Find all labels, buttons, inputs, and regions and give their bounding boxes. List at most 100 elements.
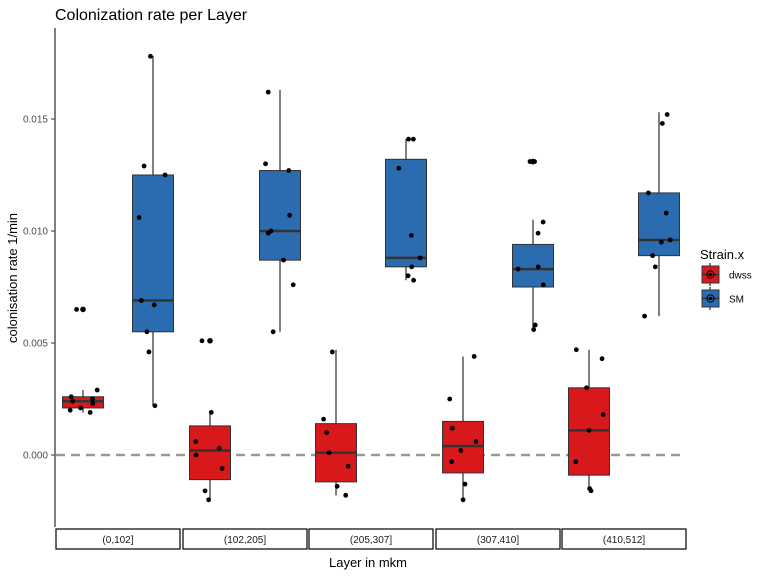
data-point bbox=[216, 445, 222, 451]
data-point bbox=[462, 481, 468, 487]
data-point bbox=[74, 307, 79, 312]
data-point bbox=[136, 215, 142, 220]
data-point bbox=[573, 459, 579, 465]
data-point bbox=[202, 488, 208, 494]
data-point bbox=[646, 190, 651, 196]
box-body bbox=[132, 174, 174, 333]
data-point bbox=[151, 302, 157, 308]
facet-label: (307,410] bbox=[477, 535, 519, 546]
box-body bbox=[638, 192, 680, 257]
data-point bbox=[531, 327, 537, 332]
data-point bbox=[281, 257, 286, 263]
data-point bbox=[90, 396, 95, 402]
data-point bbox=[219, 466, 225, 471]
data-point bbox=[540, 282, 546, 288]
data-point bbox=[458, 448, 464, 453]
data-point bbox=[405, 273, 411, 279]
facet-strip bbox=[182, 528, 308, 550]
legend-title: Strain.x bbox=[700, 247, 745, 262]
outlier-point bbox=[80, 306, 86, 313]
box-SM-0 bbox=[132, 53, 174, 409]
data-point bbox=[599, 356, 605, 362]
box-SM-3 bbox=[512, 158, 554, 332]
data-point bbox=[406, 136, 411, 142]
box-dwss-3 bbox=[442, 354, 484, 503]
data-point bbox=[515, 266, 521, 272]
outlier-point bbox=[207, 337, 213, 344]
data-point bbox=[447, 396, 453, 402]
data-point bbox=[652, 264, 658, 270]
data-point bbox=[193, 452, 199, 458]
data-point bbox=[70, 398, 76, 404]
data-point bbox=[90, 401, 96, 406]
data-point bbox=[409, 233, 414, 238]
data-point bbox=[650, 253, 655, 259]
data-point bbox=[460, 497, 466, 503]
box-body bbox=[512, 243, 554, 288]
box-SM-2 bbox=[385, 136, 427, 283]
legend: Strain.x dwss SM bbox=[700, 247, 752, 310]
data-point bbox=[532, 159, 538, 164]
facet-label: (0,102] bbox=[102, 535, 133, 546]
legend-label: dwss bbox=[729, 271, 752, 282]
data-point bbox=[588, 488, 594, 494]
y-tick-label: 0.010 bbox=[23, 227, 48, 238]
y-axis-ticks: 0.000 0.005 0.010 0.015 bbox=[23, 115, 55, 462]
data-point bbox=[471, 354, 477, 359]
x-axis-title: Layer in mkm bbox=[329, 555, 407, 570]
box-SM-4 bbox=[638, 112, 680, 319]
data-point bbox=[286, 168, 292, 173]
y-tick-label: 0.005 bbox=[23, 339, 48, 350]
data-point bbox=[473, 439, 479, 444]
data-point bbox=[527, 159, 533, 164]
data-point bbox=[449, 459, 455, 465]
y-axis-title: colonisation rate 1/min bbox=[5, 213, 20, 343]
data-point bbox=[334, 483, 340, 489]
facet-strip bbox=[308, 528, 434, 550]
legend-label: SM bbox=[729, 295, 744, 306]
data-point bbox=[141, 163, 147, 169]
data-point bbox=[535, 264, 541, 270]
data-point bbox=[658, 239, 664, 245]
y-tick-label: 0.015 bbox=[23, 115, 48, 126]
y-tick-label: 0.000 bbox=[23, 451, 48, 462]
data-point bbox=[290, 282, 296, 288]
data-point bbox=[396, 165, 402, 171]
data-point bbox=[78, 405, 83, 411]
data-point bbox=[409, 264, 415, 270]
data-point bbox=[324, 430, 330, 435]
box-SM-1 bbox=[259, 89, 301, 335]
data-point bbox=[193, 439, 199, 444]
data-point bbox=[321, 416, 326, 422]
data-point bbox=[87, 410, 93, 415]
data-point bbox=[148, 53, 153, 59]
data-point bbox=[263, 161, 268, 167]
data-point bbox=[199, 338, 205, 344]
box-dwss-0 bbox=[62, 306, 104, 415]
facet-label: (205,307] bbox=[350, 535, 392, 546]
data-point bbox=[600, 412, 606, 418]
box-body bbox=[259, 170, 301, 261]
box-dwss-1 bbox=[189, 337, 231, 503]
data-point bbox=[268, 228, 274, 234]
data-point bbox=[208, 410, 214, 415]
data-point bbox=[664, 112, 670, 117]
data-point bbox=[449, 425, 455, 431]
data-point bbox=[144, 329, 150, 335]
legend-key-SM bbox=[701, 287, 720, 310]
data-point bbox=[417, 255, 423, 261]
data-point bbox=[68, 394, 74, 400]
data-point bbox=[410, 136, 416, 142]
data-point bbox=[343, 492, 349, 498]
data-point bbox=[663, 210, 669, 216]
data-point bbox=[67, 407, 73, 413]
data-point bbox=[287, 212, 293, 218]
data-point bbox=[586, 427, 592, 433]
data-point bbox=[642, 313, 647, 319]
facet-label: (410,512] bbox=[603, 535, 645, 546]
data-point bbox=[265, 89, 271, 95]
data-point bbox=[94, 387, 100, 393]
data-point bbox=[345, 463, 351, 469]
box-body bbox=[385, 158, 427, 268]
